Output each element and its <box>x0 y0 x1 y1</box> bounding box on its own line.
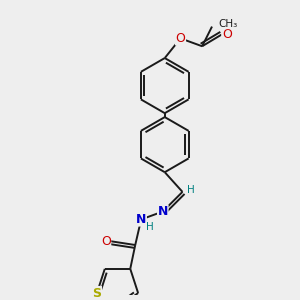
Text: S: S <box>92 286 101 299</box>
Text: N: N <box>158 205 168 218</box>
Text: H: H <box>146 222 154 232</box>
Text: N: N <box>136 213 146 226</box>
Text: O: O <box>222 28 232 41</box>
Text: CH₃: CH₃ <box>218 19 237 28</box>
Text: O: O <box>176 32 185 45</box>
Text: H: H <box>188 185 195 195</box>
Text: O: O <box>101 235 111 248</box>
